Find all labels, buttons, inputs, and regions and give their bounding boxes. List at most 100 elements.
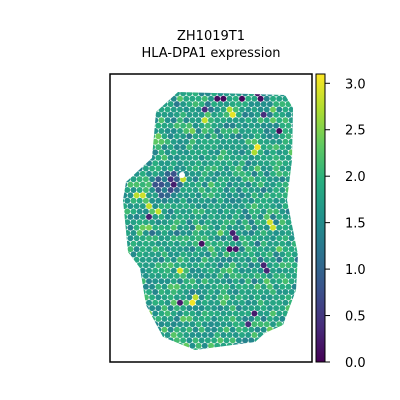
spot	[235, 294, 242, 301]
spot	[226, 170, 233, 177]
spot	[223, 283, 230, 290]
spot	[195, 289, 202, 295]
spot	[279, 348, 286, 350]
spot	[183, 299, 190, 306]
spot	[183, 149, 190, 156]
spot	[167, 187, 174, 193]
spot	[115, 192, 121, 198]
spot	[248, 326, 255, 333]
spot	[214, 332, 221, 338]
spot	[142, 305, 149, 312]
spot	[235, 154, 242, 161]
spot	[248, 230, 255, 236]
spot	[202, 85, 208, 91]
spot	[183, 289, 190, 295]
spot	[260, 326, 267, 333]
spot	[180, 294, 187, 301]
spot	[270, 267, 276, 274]
spot	[161, 315, 168, 322]
spot	[158, 289, 165, 295]
spot	[229, 305, 236, 312]
spot	[294, 267, 298, 274]
spot	[229, 197, 236, 204]
spot	[266, 92, 273, 97]
spot	[285, 165, 292, 172]
spot	[124, 315, 131, 322]
spot	[245, 192, 252, 199]
spot	[130, 337, 137, 344]
spot	[260, 305, 267, 312]
spot	[220, 224, 227, 231]
spot	[192, 101, 199, 108]
spot	[217, 101, 224, 108]
spot	[242, 154, 249, 161]
spot	[127, 128, 134, 134]
spot	[167, 101, 174, 108]
spot	[133, 106, 140, 113]
spot	[276, 170, 283, 177]
spot	[204, 187, 211, 193]
spot	[291, 133, 298, 140]
spot	[208, 128, 214, 134]
spot	[273, 92, 280, 97]
spot	[245, 310, 252, 317]
spot	[142, 208, 149, 215]
spot	[167, 315, 174, 322]
spot	[115, 117, 121, 123]
spot	[164, 181, 171, 188]
spot	[127, 267, 134, 274]
spot	[245, 106, 252, 113]
spot	[124, 240, 131, 247]
spot	[146, 181, 152, 188]
spot	[123, 187, 125, 193]
spot	[123, 92, 125, 97]
spot	[279, 92, 286, 97]
spot	[146, 289, 152, 295]
spot	[266, 122, 273, 129]
spot	[189, 246, 196, 253]
spot	[273, 111, 280, 118]
spot	[139, 117, 146, 124]
spot	[257, 289, 264, 295]
spot	[251, 160, 258, 167]
spot	[134, 85, 140, 91]
spot	[146, 95, 152, 102]
spot	[273, 240, 280, 247]
spot	[161, 165, 168, 172]
colorbar-frame	[315, 73, 326, 363]
spot	[279, 272, 286, 279]
spot	[152, 321, 159, 328]
spot	[232, 332, 239, 338]
spot	[263, 128, 270, 134]
spot	[297, 187, 298, 193]
spot	[161, 230, 168, 236]
spot	[297, 262, 298, 269]
spot	[139, 181, 146, 188]
spot	[192, 165, 199, 172]
spot	[123, 176, 125, 183]
spot	[127, 106, 134, 113]
spot	[123, 106, 128, 113]
spot	[170, 310, 177, 317]
spot	[208, 85, 214, 91]
spot	[173, 240, 180, 247]
spot	[282, 246, 289, 253]
spot	[123, 160, 128, 167]
spot	[152, 278, 159, 285]
spot	[288, 289, 295, 295]
spot	[201, 256, 208, 263]
spot	[124, 187, 131, 193]
colorbar-tick-label: 2.5	[345, 124, 366, 139]
spot	[226, 203, 233, 210]
spot	[161, 133, 168, 140]
spot	[123, 111, 125, 118]
spot	[270, 278, 276, 285]
spot	[136, 176, 143, 183]
spot	[273, 230, 280, 236]
spot	[276, 321, 283, 328]
spot	[211, 165, 218, 172]
spot	[192, 348, 199, 350]
spot	[146, 256, 152, 263]
spot	[208, 310, 214, 317]
spot	[201, 299, 208, 306]
